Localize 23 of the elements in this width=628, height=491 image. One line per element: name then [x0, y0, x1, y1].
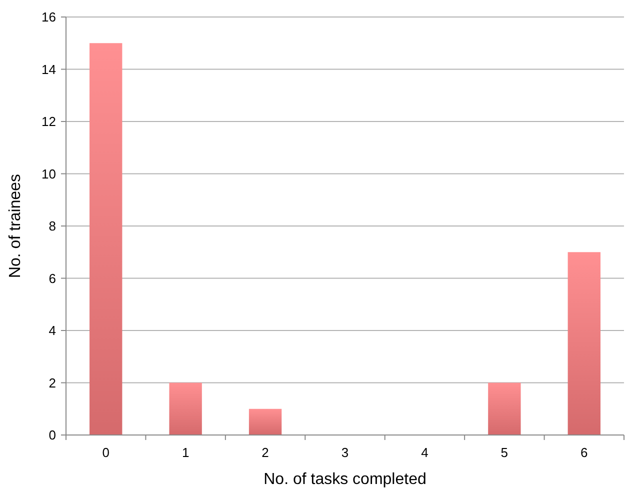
y-tick-label: 4 — [48, 323, 56, 338]
y-tick-label: 16 — [42, 10, 56, 25]
x-tick-label: 0 — [102, 445, 110, 460]
bar — [568, 252, 600, 435]
x-tick-label: 5 — [500, 445, 508, 460]
bar — [90, 43, 122, 435]
y-tick-label: 8 — [48, 218, 56, 234]
bar — [169, 382, 202, 435]
x-tick-label: 6 — [580, 445, 588, 460]
x-axis-title: No. of tasks completed — [264, 471, 426, 488]
y-tick-label: 2 — [48, 375, 56, 390]
x-tick-label: 2 — [262, 445, 269, 460]
y-tick-label: 14 — [42, 62, 56, 77]
bar — [248, 408, 282, 435]
x-tick-label: 3 — [341, 445, 349, 460]
y-tick-label: 6 — [48, 270, 56, 286]
y-axis-title: No. of trainees — [7, 174, 24, 278]
x-tick-label: 1 — [182, 445, 190, 460]
y-tick-label: 10 — [42, 166, 56, 182]
y-tick-label: 0 — [48, 428, 56, 443]
bar — [488, 382, 521, 435]
x-tick-label: 4 — [421, 445, 428, 460]
y-tick-label: 12 — [42, 114, 56, 130]
